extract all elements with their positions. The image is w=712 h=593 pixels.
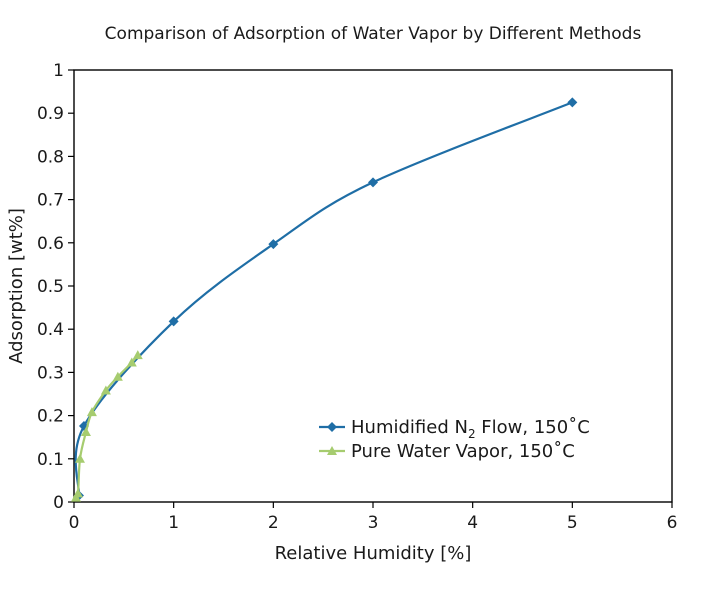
- legend-marker-pure-vapor: [327, 446, 337, 455]
- x-tick-label: 4: [467, 513, 478, 533]
- legend-label-humidified: Humidified N2 Flow, 150˚C: [351, 417, 590, 441]
- legend-label-pure-vapor: Pure Water Vapor, 150˚C: [351, 441, 575, 462]
- y-tick-label: 0.5: [37, 277, 64, 297]
- x-tick-label: 2: [268, 513, 279, 533]
- series-layer: [70, 97, 578, 502]
- x-tick-label: 1: [168, 513, 179, 533]
- data-point-pure-vapor: [126, 357, 137, 367]
- chart-title: Comparison of Adsorption of Water Vapor …: [105, 24, 642, 44]
- data-point-pure-vapor: [80, 427, 91, 437]
- data-point-humidified: [268, 239, 279, 250]
- data-point-humidified: [567, 97, 578, 108]
- legend-label-humidified-main: Humidified N: [351, 417, 468, 438]
- data-point-pure-vapor: [74, 453, 85, 463]
- data-point-humidified: [168, 316, 179, 327]
- data-point-pure-vapor: [86, 407, 97, 417]
- data-point-pure-vapor: [112, 371, 123, 381]
- x-tick-label: 0: [69, 513, 80, 533]
- legend-label-humidified-sub: 2: [468, 427, 476, 441]
- y-tick-label: 0.7: [37, 191, 64, 211]
- legend-label-humidified-rest: Flow, 150˚C: [476, 417, 590, 438]
- legend: Humidified N2 Flow, 150˚C Pure Water Vap…: [319, 417, 590, 462]
- x-tick-label: 3: [368, 513, 379, 533]
- y-tick-label: 0.4: [37, 320, 64, 340]
- y-tick-label: 0.9: [37, 104, 64, 124]
- y-axis-title: Adsorption [wt%]: [6, 208, 27, 364]
- data-point-humidified: [368, 177, 378, 188]
- y-tick-label: 0.3: [37, 363, 64, 383]
- y-tick-label: 0.1: [37, 450, 64, 470]
- x-axis-title: Relative Humidity [%]: [275, 543, 472, 564]
- x-axis: 0 1 2 3 4 5 6: [69, 502, 678, 533]
- y-tick-label: 0.8: [37, 147, 64, 167]
- y-tick-label: 0: [53, 493, 64, 513]
- y-tick-label: 0.2: [37, 407, 64, 427]
- legend-marker-humidified: [327, 422, 337, 432]
- x-tick-label: 5: [567, 513, 578, 533]
- x-tick-label: 6: [667, 513, 678, 533]
- y-axis: 0 0.1 0.2 0.3 0.4 0.5 0.6 0.7 0.8 0.9 1: [37, 61, 74, 513]
- y-tick-label: 1: [53, 61, 64, 81]
- data-point-pure-vapor: [100, 385, 111, 395]
- y-tick-label: 0.6: [37, 234, 64, 254]
- data-point-pure-vapor: [132, 350, 143, 360]
- data-point-pure-vapor: [72, 488, 83, 498]
